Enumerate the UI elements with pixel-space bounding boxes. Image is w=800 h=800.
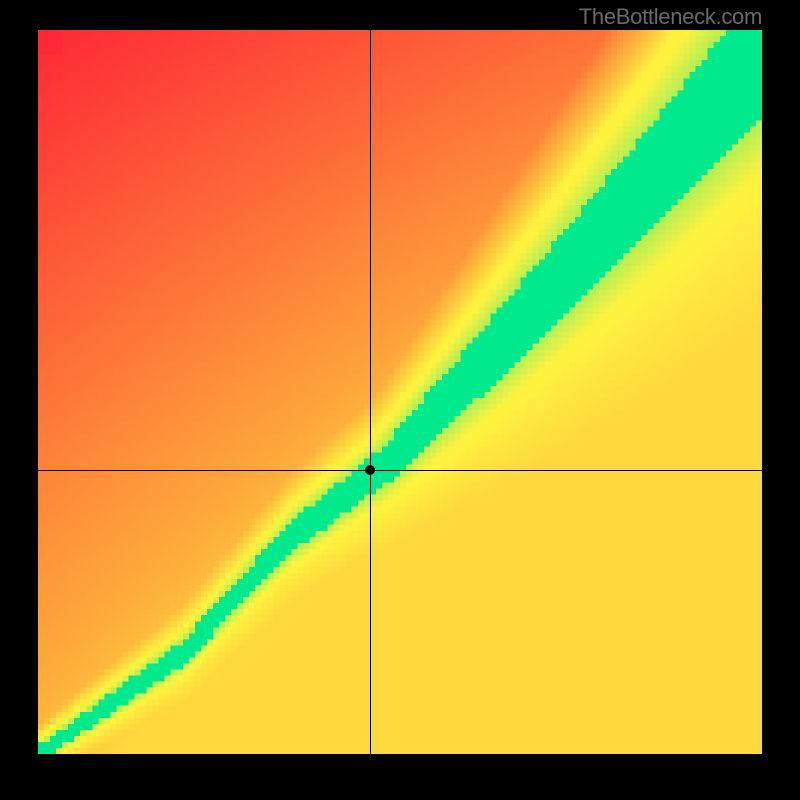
plot-area bbox=[38, 30, 762, 754]
crosshair-horizontal bbox=[38, 470, 762, 471]
crosshair-marker bbox=[365, 465, 375, 475]
chart-container: TheBottleneck.com bbox=[0, 0, 800, 800]
crosshair-vertical bbox=[370, 30, 371, 754]
heatmap-canvas bbox=[38, 30, 762, 754]
attribution-text: TheBottleneck.com bbox=[579, 4, 762, 30]
